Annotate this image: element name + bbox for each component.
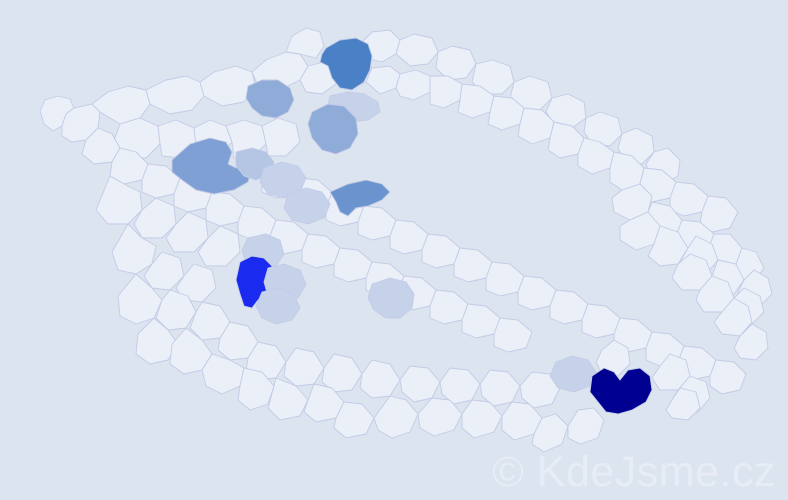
district-highlight[interactable] bbox=[256, 288, 300, 324]
district[interactable] bbox=[596, 340, 630, 376]
district[interactable] bbox=[286, 28, 324, 58]
district[interactable] bbox=[322, 354, 362, 392]
district[interactable] bbox=[144, 252, 184, 290]
district[interactable] bbox=[112, 224, 156, 274]
highlighted-district-layer bbox=[172, 38, 652, 414]
district[interactable] bbox=[532, 414, 568, 452]
district[interactable] bbox=[440, 368, 480, 404]
district-highlight[interactable] bbox=[550, 356, 596, 392]
district[interactable] bbox=[472, 60, 514, 94]
district[interactable] bbox=[480, 370, 520, 406]
district[interactable] bbox=[710, 360, 746, 394]
district[interactable] bbox=[360, 360, 400, 398]
district[interactable] bbox=[462, 400, 502, 438]
district[interactable] bbox=[118, 274, 162, 324]
district[interactable] bbox=[620, 212, 660, 250]
district[interactable] bbox=[396, 70, 430, 100]
district[interactable] bbox=[268, 378, 308, 420]
district[interactable] bbox=[198, 226, 240, 266]
district[interactable] bbox=[436, 46, 476, 80]
district[interactable] bbox=[520, 372, 560, 408]
district[interactable] bbox=[262, 118, 300, 156]
district[interactable] bbox=[584, 112, 622, 146]
district[interactable] bbox=[568, 408, 604, 444]
district[interactable] bbox=[396, 34, 438, 66]
district[interactable] bbox=[666, 388, 700, 420]
district-highlight[interactable] bbox=[320, 38, 372, 90]
district[interactable] bbox=[400, 366, 440, 402]
district[interactable] bbox=[418, 398, 462, 436]
district-highlight[interactable] bbox=[330, 180, 390, 216]
district[interactable] bbox=[146, 76, 204, 114]
district[interactable] bbox=[430, 76, 462, 108]
district-highlight[interactable] bbox=[246, 80, 294, 118]
district[interactable] bbox=[734, 324, 768, 360]
district[interactable] bbox=[166, 212, 208, 252]
district[interactable] bbox=[494, 318, 532, 352]
district-highlight[interactable] bbox=[284, 188, 330, 224]
district[interactable] bbox=[238, 368, 274, 410]
district[interactable] bbox=[62, 104, 100, 142]
base-district-layer bbox=[40, 28, 772, 452]
district-highlight[interactable] bbox=[308, 104, 358, 154]
district[interactable] bbox=[284, 348, 324, 386]
district[interactable] bbox=[96, 176, 142, 224]
district-highlight[interactable] bbox=[590, 368, 652, 414]
district[interactable] bbox=[202, 354, 244, 394]
district[interactable] bbox=[170, 328, 212, 374]
district-highlight[interactable] bbox=[368, 278, 414, 318]
district[interactable] bbox=[136, 318, 178, 364]
watermark-kdejsme: © KdeJsme.cz bbox=[492, 448, 776, 496]
district[interactable] bbox=[546, 94, 586, 128]
district[interactable] bbox=[156, 290, 196, 330]
district[interactable] bbox=[134, 198, 176, 238]
district[interactable] bbox=[714, 298, 752, 336]
district[interactable] bbox=[334, 402, 374, 438]
district[interactable] bbox=[176, 264, 216, 302]
district[interactable] bbox=[366, 66, 400, 94]
district[interactable] bbox=[374, 396, 418, 438]
